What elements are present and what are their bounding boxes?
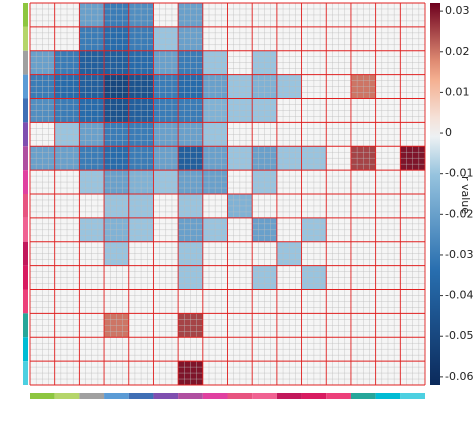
colorbar bbox=[430, 3, 440, 385]
colorbar-tick-label: -0.06 bbox=[445, 370, 473, 383]
network-strip bbox=[23, 146, 28, 171]
network-strip bbox=[375, 393, 401, 399]
network-strip bbox=[178, 393, 203, 399]
network-strip bbox=[23, 170, 28, 194]
network-strip bbox=[23, 74, 28, 99]
network-strip bbox=[23, 122, 28, 147]
network-strip bbox=[128, 393, 154, 399]
network-strip bbox=[23, 26, 28, 51]
network-strip bbox=[23, 98, 28, 123]
colorbar-label: r value bbox=[459, 176, 472, 214]
network-strip bbox=[23, 194, 28, 218]
network-strip bbox=[23, 289, 28, 314]
network-strip bbox=[104, 393, 129, 399]
network-strip bbox=[153, 393, 179, 399]
network-strip bbox=[252, 393, 277, 399]
network-strip bbox=[30, 393, 55, 399]
colorbar-tick-label: -0.02 bbox=[445, 207, 473, 220]
colorbar-tick-label: 0.02 bbox=[445, 45, 470, 58]
network-strip bbox=[23, 361, 28, 385]
network-strip bbox=[326, 393, 351, 399]
network-strip bbox=[23, 265, 28, 290]
colorbar-tick-label: 0 bbox=[445, 126, 452, 139]
network-strip bbox=[400, 393, 425, 399]
colorbar-tick-label: -0.04 bbox=[445, 289, 473, 302]
network-strip bbox=[276, 393, 302, 399]
network-strip bbox=[227, 393, 253, 399]
colorbar-tick-label: -0.03 bbox=[445, 248, 473, 261]
network-strip bbox=[23, 217, 28, 242]
network-strip bbox=[350, 393, 376, 399]
network-strip bbox=[23, 241, 28, 266]
network-strip bbox=[23, 50, 28, 75]
network-strip bbox=[23, 313, 28, 338]
colorbar-tick-label: -0.05 bbox=[445, 329, 473, 342]
network-strip bbox=[79, 393, 105, 399]
network-strip bbox=[301, 393, 327, 399]
network-strip bbox=[202, 393, 228, 399]
colorbar-tick-label: 0.01 bbox=[445, 85, 470, 98]
colorbar-tick-label: -0.01 bbox=[445, 167, 473, 180]
network-strip bbox=[23, 3, 28, 27]
network-strip bbox=[54, 393, 80, 399]
colorbar-tick-label: 0.03 bbox=[445, 4, 470, 17]
network-strip bbox=[23, 337, 28, 362]
